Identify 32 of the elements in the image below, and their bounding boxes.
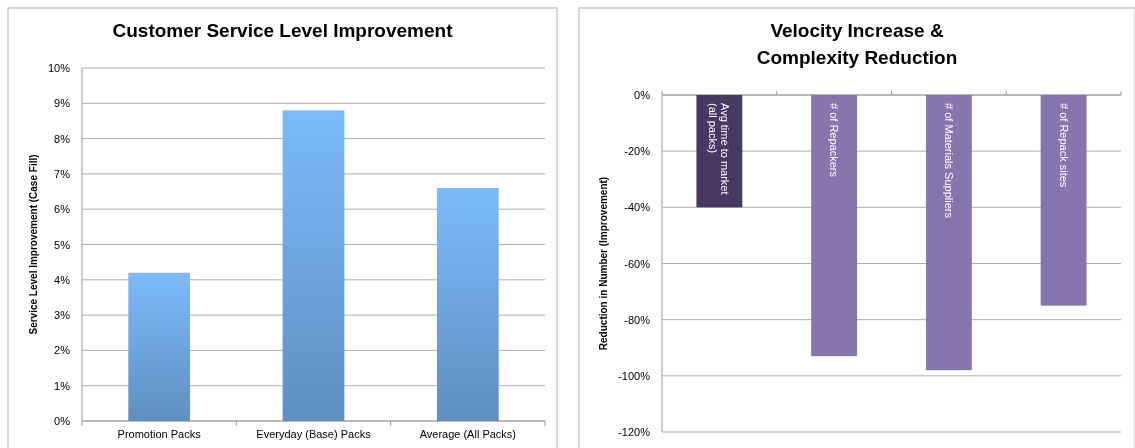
y-tick-label: 0% <box>54 415 71 427</box>
y-tick-label: -80% <box>624 313 651 326</box>
x-tick-label: Avg time to market (all packs) <box>707 103 732 195</box>
bar <box>436 188 499 421</box>
y-axis-title: Service Level Improvement (Case Fill) <box>28 154 39 335</box>
y-tick-label: 4% <box>54 273 71 286</box>
y-tick-label: 1% <box>54 379 71 392</box>
x-tick-label: # of Materials Suppliers <box>942 103 955 219</box>
y-axis-title: Reduction in Number (Improvement) <box>598 176 609 351</box>
y-tick-label: 3% <box>54 309 71 322</box>
y-tick-label: -40% <box>624 201 651 214</box>
y-tick-label: 6% <box>54 203 71 216</box>
x-tick-label: Average (All Packs) <box>419 428 517 440</box>
chart-title: Velocity Increase & Complexity Reduction <box>756 20 958 68</box>
y-tick-label: 10% <box>47 62 71 74</box>
x-tick-label: Promotion Packs <box>117 428 202 440</box>
y-tick-label: 5% <box>54 238 71 251</box>
y-tick-label: 0% <box>634 89 651 101</box>
y-tick-label: 9% <box>54 97 71 110</box>
x-tick-label: # of Repackers <box>828 103 841 178</box>
y-tick-label: -20% <box>624 145 651 158</box>
y-tick-label: -120% <box>618 426 651 438</box>
y-tick-label: 8% <box>54 132 71 145</box>
x-tick-label: Everyday (Base) Packs <box>256 428 372 440</box>
chart-title: Customer Service Level Improvement <box>112 20 454 41</box>
x-tick-label: # of Repack sites <box>1057 103 1070 188</box>
y-tick-label: -100% <box>618 369 651 382</box>
y-tick-label: 7% <box>54 167 71 180</box>
y-tick-label: -60% <box>624 257 651 270</box>
y-tick-label: 2% <box>54 344 71 357</box>
bar <box>128 272 191 421</box>
bar <box>282 110 345 421</box>
